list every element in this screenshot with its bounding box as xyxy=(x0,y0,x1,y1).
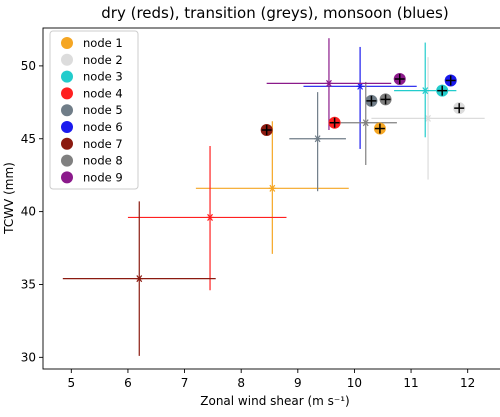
y-tick-label: 30 xyxy=(21,350,36,364)
x-axis-ticks: 5 6 7 8 9 10 11 12 xyxy=(67,369,475,390)
legend-label: node 7 xyxy=(83,137,123,151)
star-marker xyxy=(268,184,276,192)
y-tick-label: 50 xyxy=(21,59,36,73)
legend-label: node 6 xyxy=(83,120,123,134)
star-stroke xyxy=(314,135,321,143)
y-tick-label: 45 xyxy=(21,132,36,146)
legend-label: node 9 xyxy=(83,170,123,184)
plot-marks xyxy=(62,38,485,356)
y-tick-label: 40 xyxy=(21,205,36,219)
star-marker xyxy=(421,87,429,95)
legend-marker xyxy=(61,104,73,117)
y-axis-ticks: 30 35 40 45 50 xyxy=(21,59,43,364)
chart-title: dry (reds), transition (greys), monsoon … xyxy=(101,4,448,22)
x-tick-label: 12 xyxy=(460,376,475,390)
legend-label: node 4 xyxy=(83,86,123,100)
x-axis-label: Zonal wind shear (m s⁻¹) xyxy=(200,394,349,408)
x-tick-label: 11 xyxy=(403,376,418,390)
legend-label: node 5 xyxy=(83,103,123,117)
star-stroke xyxy=(136,275,143,283)
legend-frame xyxy=(49,30,139,190)
star-marker xyxy=(206,213,214,221)
star-stroke xyxy=(269,184,276,192)
plot-frame xyxy=(42,27,500,370)
legend: node 1 node 2 node 3 node 4 node 5 node 6 node… xyxy=(49,30,139,190)
legend-label: node 8 xyxy=(83,154,123,168)
legend-label: node 1 xyxy=(83,36,123,50)
star-stroke xyxy=(425,114,431,122)
legend-marker xyxy=(61,70,73,83)
star-marker xyxy=(356,82,364,90)
star-marker xyxy=(135,275,143,283)
x-tick-label: 5 xyxy=(67,376,75,390)
star-stroke xyxy=(326,79,332,87)
star-stroke xyxy=(422,87,429,95)
x-tick-label: 9 xyxy=(294,376,302,390)
x-tick-label: 10 xyxy=(347,376,362,390)
x-tick-label: 6 xyxy=(124,376,132,390)
legend-label: node 3 xyxy=(83,70,123,84)
legend-marker xyxy=(61,137,73,150)
y-tick-label: 35 xyxy=(21,277,36,291)
legend-label: node 2 xyxy=(83,53,123,67)
legend-marker xyxy=(61,37,73,49)
legend-marker xyxy=(61,154,73,167)
star-marker xyxy=(325,79,333,87)
star-stroke xyxy=(207,213,213,221)
legend-marker xyxy=(61,87,73,100)
star-marker xyxy=(314,135,322,143)
legend-marker xyxy=(61,121,73,133)
y-axis-label: TCWV (mm) xyxy=(2,162,16,235)
star-stroke xyxy=(362,119,369,127)
legend-marker xyxy=(61,171,73,184)
x-tick-label: 7 xyxy=(181,376,189,390)
star-marker xyxy=(362,119,370,127)
legend-marker xyxy=(61,53,73,66)
star-stroke xyxy=(357,82,364,90)
x-tick-label: 8 xyxy=(237,376,245,390)
